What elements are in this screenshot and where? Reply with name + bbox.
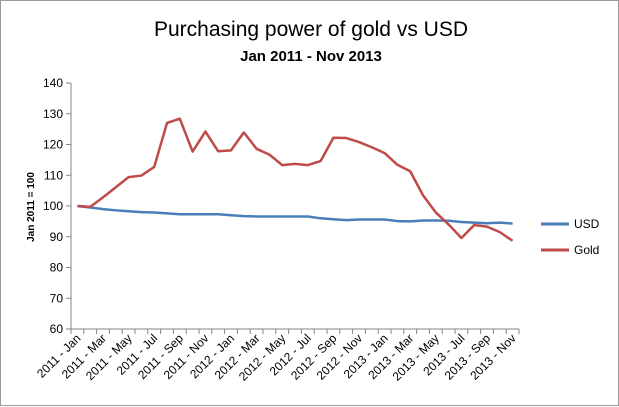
chart-title: Purchasing power of gold vs USD [154, 18, 468, 41]
y-tick-label: 130 [43, 107, 63, 121]
y-tick-label: 90 [50, 230, 64, 244]
y-ticks: 60 70 80 90 100 110 120 130 140 [43, 76, 71, 336]
legend: USD Gold [541, 217, 600, 257]
y-tick-label: 70 [50, 291, 64, 305]
y-tick-label: 110 [44, 168, 63, 182]
series-layer [77, 117, 514, 242]
y-tick-label: 120 [43, 138, 63, 152]
y-axis-label: Jan 2011 = 100 [26, 172, 37, 242]
legend-label-usd: USD [574, 217, 600, 231]
y-tick-label: 80 [50, 261, 64, 275]
chart-subtitle: Jan 2011 - Nov 2013 [240, 48, 382, 65]
legend-label-gold: Gold [574, 243, 599, 257]
y-tick-label: 100 [43, 199, 63, 213]
y-tick-label: 140 [43, 76, 63, 90]
y-tick-label: 60 [50, 322, 64, 336]
series-line-usd [77, 204, 513, 225]
series-line-gold [77, 117, 514, 242]
